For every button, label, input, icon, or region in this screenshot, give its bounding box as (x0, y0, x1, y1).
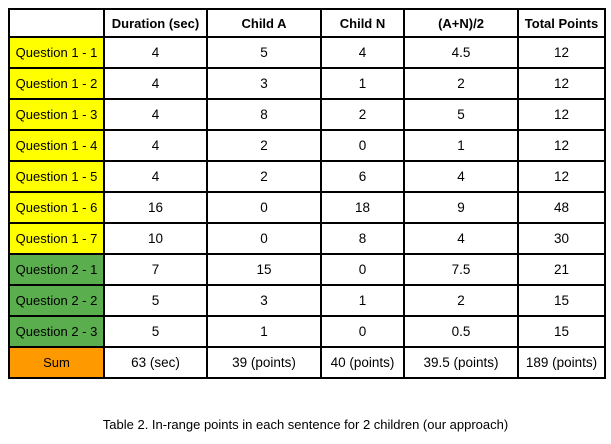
data-cell: 2 (206, 129, 322, 162)
data-cell: 4 (103, 36, 208, 69)
data-cell: 6 (320, 160, 405, 193)
table-row: Question 2 - 1 7 15 0 7.5 21 (8, 253, 606, 286)
row-label: Question 1 - 1 (8, 36, 105, 69)
data-cell: 9 (403, 191, 519, 224)
row-label: Question 1 - 3 (8, 98, 105, 131)
row-label: Question 1 - 2 (8, 67, 105, 100)
data-cell: 1 (320, 67, 405, 100)
row-label: Sum (8, 346, 105, 379)
data-cell: 39 (points) (206, 346, 322, 379)
data-cell: 2 (403, 67, 519, 100)
data-cell: 18 (320, 191, 405, 224)
data-cell: 3 (206, 67, 322, 100)
column-header: Child N (320, 8, 405, 38)
data-cell: 1 (206, 315, 322, 348)
table-row: Sum 63 (sec) 39 (points) 40 (points) 39.5 (p… (8, 346, 606, 379)
table-row: Question 1 - 6 16 0 18 9 48 (8, 191, 606, 224)
data-cell: 5 (103, 284, 208, 317)
data-cell: 8 (206, 98, 322, 131)
data-cell: 30 (517, 222, 606, 255)
table-row: Question 1 - 3 4 8 2 5 12 (8, 98, 606, 131)
row-label: Question 2 - 1 (8, 253, 105, 286)
data-cell: 40 (points) (320, 346, 405, 379)
table-row: Question 1 - 2 4 3 1 2 12 (8, 67, 606, 100)
table-row: Question 1 - 1 4 5 4 4.5 12 (8, 36, 606, 69)
data-cell: 5 (206, 36, 322, 69)
data-cell: 12 (517, 160, 606, 193)
column-header: Duration (sec) (103, 8, 208, 38)
row-label: Question 1 - 5 (8, 160, 105, 193)
row-label: Question 1 - 7 (8, 222, 105, 255)
table-row: Question 1 - 7 10 0 8 4 30 (8, 222, 606, 255)
data-cell: 15 (517, 284, 606, 317)
corner-cell (8, 8, 105, 38)
data-cell: 0 (206, 222, 322, 255)
data-cell: 3 (206, 284, 322, 317)
row-label: Question 2 - 3 (8, 315, 105, 348)
data-cell: 15 (517, 315, 606, 348)
row-label: Question 1 - 4 (8, 129, 105, 162)
column-header: (A+N)/2 (403, 8, 519, 38)
data-cell: 7.5 (403, 253, 519, 286)
data-cell: 1 (403, 129, 519, 162)
data-cell: 12 (517, 129, 606, 162)
data-cell: 8 (320, 222, 405, 255)
data-cell: 16 (103, 191, 208, 224)
table-row: Question 1 - 5 4 2 6 4 12 (8, 160, 606, 193)
data-cell: 0 (320, 315, 405, 348)
data-cell: 0 (320, 129, 405, 162)
data-cell: 4 (320, 36, 405, 69)
data-cell: 4 (403, 222, 519, 255)
column-header: Total Points (517, 8, 606, 38)
data-cell: 1 (320, 284, 405, 317)
data-cell: 63 (sec) (103, 346, 208, 379)
table-row: Question 2 - 2 5 3 1 2 15 (8, 284, 606, 317)
table-row: Question 1 - 4 4 2 0 1 12 (8, 129, 606, 162)
data-cell: 5 (403, 98, 519, 131)
data-cell: 4 (103, 129, 208, 162)
data-cell: 4 (103, 98, 208, 131)
data-cell: 189 (points) (517, 346, 606, 379)
table-row: Question 2 - 3 5 1 0 0.5 15 (8, 315, 606, 348)
in-range-points-table: Duration (sec) Child A Child N (A+N)/2 Total… (8, 8, 606, 379)
data-cell: 0.5 (403, 315, 519, 348)
data-cell: 12 (517, 98, 606, 131)
data-cell: 21 (517, 253, 606, 286)
data-cell: 12 (517, 36, 606, 69)
data-cell: 10 (103, 222, 208, 255)
data-cell: 48 (517, 191, 606, 224)
data-cell: 2 (206, 160, 322, 193)
column-header: Child A (206, 8, 322, 38)
data-cell: 4 (103, 160, 208, 193)
data-cell: 5 (103, 315, 208, 348)
table-caption: Table 2. In-range points in each sentenc… (102, 417, 509, 432)
data-cell: 2 (320, 98, 405, 131)
data-cell: 12 (517, 67, 606, 100)
data-cell: 4 (103, 67, 208, 100)
data-cell: 15 (206, 253, 322, 286)
data-cell: 39.5 (points) (403, 346, 519, 379)
data-cell: 4.5 (403, 36, 519, 69)
table-header-row: Duration (sec) Child A Child N (A+N)/2 Total… (8, 8, 606, 38)
row-label: Question 1 - 6 (8, 191, 105, 224)
row-label: Question 2 - 2 (8, 284, 105, 317)
data-cell: 0 (320, 253, 405, 286)
data-cell: 7 (103, 253, 208, 286)
data-cell: 0 (206, 191, 322, 224)
data-cell: 2 (403, 284, 519, 317)
data-cell: 4 (403, 160, 519, 193)
